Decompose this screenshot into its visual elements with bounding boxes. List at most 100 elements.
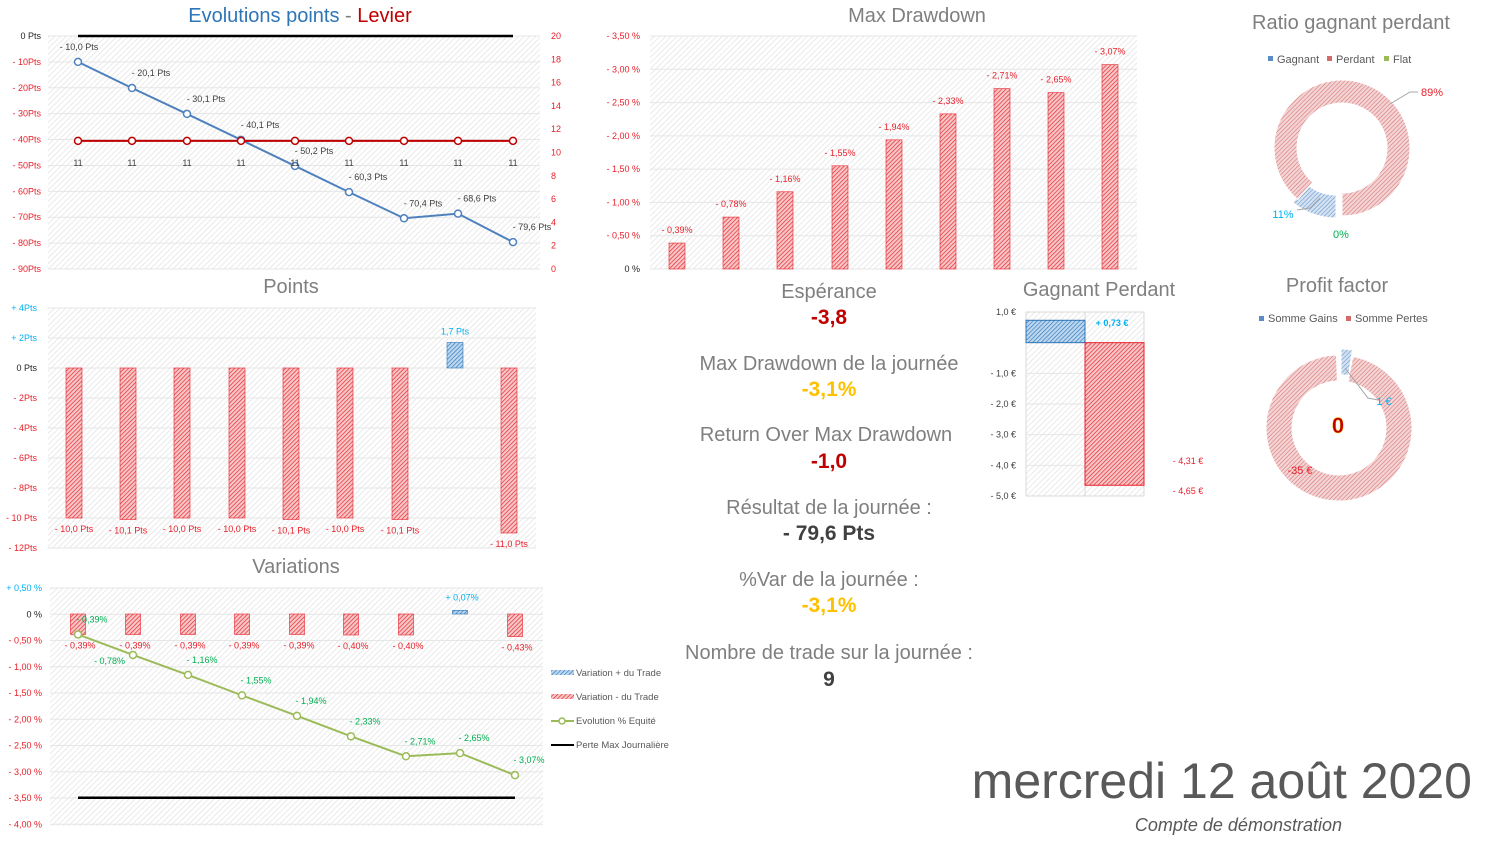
leader-line bbox=[1389, 91, 1418, 105]
equite-data-label: - 0,39% bbox=[76, 614, 107, 624]
y-tick-label: - 40Pts bbox=[12, 135, 41, 145]
levier-data-label: 11 bbox=[73, 158, 82, 168]
equite-marker bbox=[237, 691, 247, 700]
y-tick-label: - 3,00 % bbox=[606, 64, 640, 74]
points-data-label: - 68,6 Pts bbox=[458, 194, 497, 204]
somme-gains-slice bbox=[1340, 348, 1353, 377]
drawdown-bar bbox=[831, 165, 849, 270]
legend-swatch-somme-gains bbox=[1259, 316, 1264, 321]
y-tick-label: - 2,00 % bbox=[606, 131, 640, 141]
variation-data-label: - 0,40% bbox=[337, 641, 368, 651]
equite-data-label: - 2,33% bbox=[349, 716, 380, 726]
points-bar bbox=[119, 367, 137, 520]
kpi-label-var: %Var de la journée : bbox=[739, 569, 919, 591]
variation-data-label: - 0,43% bbox=[501, 643, 532, 653]
y-tick-label: - 2,50 % bbox=[606, 98, 640, 108]
drawdown-bar bbox=[1047, 92, 1065, 270]
evolution-chart-title: Evolutions points - Levier bbox=[188, 5, 412, 27]
variation-data-label: - 0,39% bbox=[283, 640, 314, 650]
y2-tick-label: 10 bbox=[551, 148, 561, 158]
equite-marker bbox=[346, 732, 356, 741]
y-tick-label: - 4Pts bbox=[13, 423, 37, 433]
variation-data-label: + 0,07% bbox=[445, 592, 478, 602]
equite-marker bbox=[455, 748, 465, 758]
y2-tick-label: 4 bbox=[551, 217, 556, 227]
equite-data-label: - 2,65% bbox=[458, 733, 489, 743]
drawdown-data-label: - 0,39% bbox=[661, 225, 692, 235]
levier-data-label: 11 bbox=[508, 158, 517, 168]
variation-data-label: - 0,39% bbox=[119, 640, 150, 650]
y-tick-label: - 1,00 % bbox=[606, 197, 640, 207]
legend-swatch-somme-pertes bbox=[1346, 316, 1351, 321]
levier-marker bbox=[73, 136, 83, 146]
points-bar bbox=[446, 342, 464, 369]
drawdown-data-label: - 1,94% bbox=[878, 122, 909, 132]
y-tick-label: - 10 Pts bbox=[6, 513, 38, 523]
points-bar bbox=[282, 367, 300, 520]
y-tick-label: + 0,50 % bbox=[6, 583, 42, 593]
somme-pertes-slice bbox=[1265, 354, 1413, 502]
kpi-value-var: -3,1% bbox=[802, 594, 857, 617]
charts-layer: 0 Pts - 10Pts - 20Pts - 30Pts - 40Pts - 50Pts… bbox=[6, 31, 1443, 829]
variation-bar bbox=[398, 613, 414, 636]
equite-data-label: - 1,94% bbox=[295, 696, 326, 706]
y2-tick-label: 12 bbox=[551, 124, 561, 134]
points-marker bbox=[508, 237, 518, 247]
y-tick-label: + 4Pts bbox=[11, 303, 37, 313]
perdant-data-label: - 4,65 € bbox=[1173, 486, 1204, 496]
points-data-label: - 20,1 Pts bbox=[132, 68, 171, 78]
points-marker bbox=[127, 83, 137, 93]
kpi-label-resultat: Résultat de la journée : bbox=[726, 497, 932, 519]
perdant-bar bbox=[1084, 342, 1145, 486]
points-data-label: - 10,1 Pts bbox=[381, 526, 420, 536]
equite-marker bbox=[183, 670, 193, 680]
levier-data-label: 11 bbox=[127, 158, 136, 168]
points-marker bbox=[453, 209, 463, 218]
points-data-label: - 10,0 Pts bbox=[163, 524, 202, 534]
kpi-value-return-over-mdd: -1,0 bbox=[811, 450, 847, 473]
points-chart-title: Points bbox=[263, 276, 319, 298]
drawdown-bar bbox=[1101, 64, 1119, 270]
gagnant-bar bbox=[1025, 319, 1086, 344]
perdant-data-label: - 4,31 € bbox=[1173, 456, 1204, 466]
kpi-label-nombre-trades: Nombre de trade sur la journée : bbox=[685, 642, 973, 664]
y-tick-label: - 5,0 € bbox=[990, 491, 1016, 501]
levier-marker bbox=[127, 136, 137, 146]
y2-tick-label: 14 bbox=[551, 101, 561, 111]
drawdown-data-label: - 3,07% bbox=[1094, 47, 1125, 57]
y-tick-label: 0 Pts bbox=[16, 363, 37, 373]
points-bar bbox=[65, 367, 83, 519]
y-tick-label: 0 % bbox=[26, 609, 42, 619]
kpi-panel: Espérance -3,8 Max Drawdown de la journé… bbox=[685, 281, 973, 691]
y-tick-label: - 1,50 % bbox=[8, 688, 42, 698]
drawdown-data-label: - 1,16% bbox=[769, 174, 800, 184]
y2-tick-label: 0 bbox=[551, 264, 556, 274]
y-tick-label: - 2,50 % bbox=[8, 741, 42, 751]
levier-data-label: 11 bbox=[399, 158, 408, 168]
perdant-slice bbox=[1273, 79, 1411, 217]
points-data-label: - 10,0 Pts bbox=[218, 524, 257, 534]
equite-marker bbox=[510, 770, 520, 780]
drawdown-data-label: - 2,71% bbox=[986, 71, 1017, 81]
variation-bar bbox=[507, 613, 523, 637]
drawdown-data-label: - 2,33% bbox=[932, 96, 963, 106]
kpi-value-esperance: -3,8 bbox=[811, 306, 848, 329]
date-heading: mercredi 12 août 2020 bbox=[972, 753, 1472, 809]
legend-label: Variation + du Trade bbox=[576, 668, 661, 679]
variation-data-label: - 0,39% bbox=[174, 640, 205, 650]
points-data-label: - 60,3 Pts bbox=[349, 172, 388, 182]
points-bar bbox=[336, 367, 354, 519]
perdant-data-label: 89% bbox=[1421, 87, 1443, 99]
equite-data-label: - 1,16% bbox=[186, 655, 217, 665]
y-tick-label: - 6Pts bbox=[13, 453, 37, 463]
legend-label: Somme Gains bbox=[1268, 313, 1338, 325]
points-data-label: - 40,1 Pts bbox=[241, 120, 280, 130]
points-bar bbox=[228, 367, 246, 519]
levier-marker bbox=[453, 136, 463, 146]
levier-marker bbox=[344, 136, 354, 146]
points-bar bbox=[173, 367, 191, 519]
points-data-label: - 79,6 Pts bbox=[513, 222, 552, 232]
gagnant-perdant-chart-title: Gagnant Perdant bbox=[1023, 279, 1176, 301]
equite-marker bbox=[128, 650, 138, 660]
